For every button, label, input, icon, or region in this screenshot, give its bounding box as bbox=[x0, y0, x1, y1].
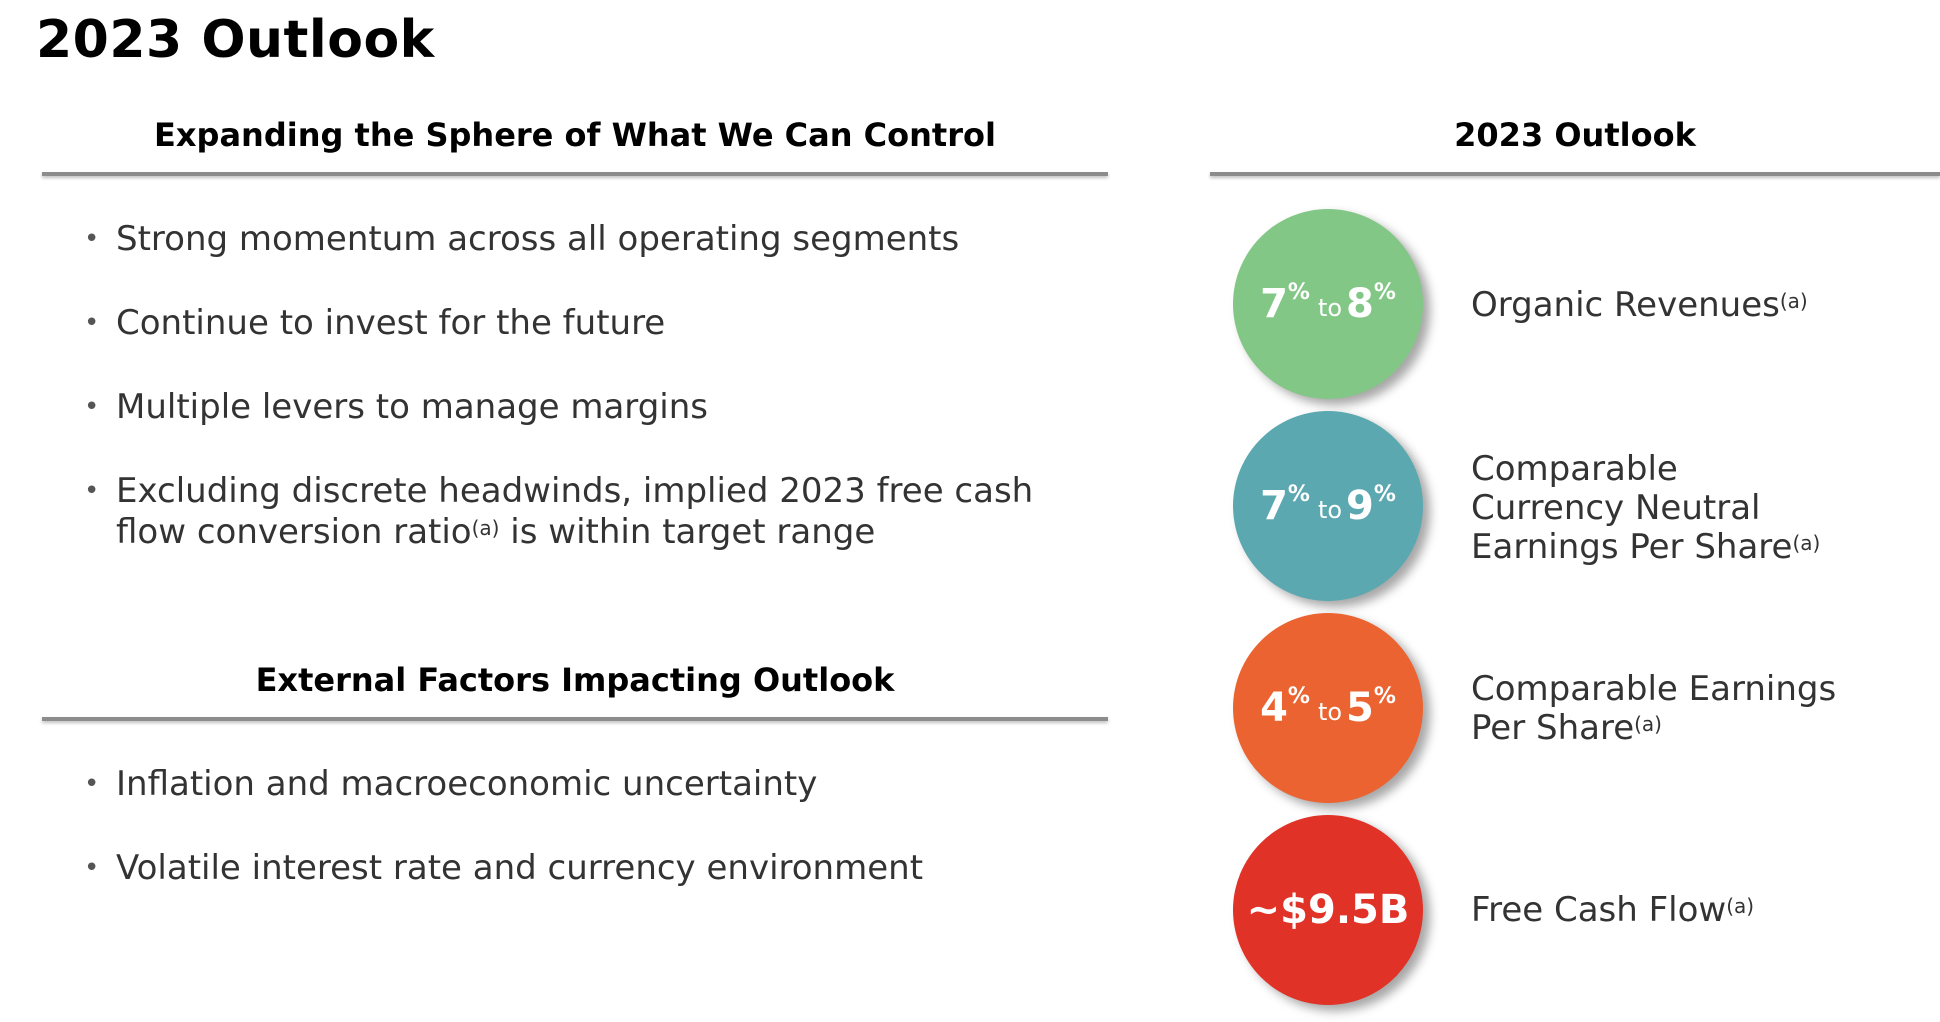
bullet-item: Excluding discrete headwinds, implied 20… bbox=[70, 471, 1076, 553]
section-heading-external: External Factors Impacting Outlook bbox=[255, 661, 895, 699]
percent-sign: % bbox=[1287, 279, 1310, 305]
percent-sign: % bbox=[1373, 481, 1396, 507]
range-low: 7 bbox=[1260, 281, 1288, 327]
control-bullet-list: Strong momentum across all operating seg… bbox=[70, 219, 1116, 553]
currency-neutral-eps-circle: 7% to 9% bbox=[1233, 411, 1423, 601]
metric-label-line: Comparable bbox=[1471, 449, 1678, 489]
footnote-marker: (a) bbox=[1726, 894, 1755, 918]
page-title: 2023 Outlook bbox=[36, 10, 435, 70]
section-heading-control: Expanding the Sphere of What We Can Cont… bbox=[154, 116, 996, 154]
metric-label-line: Per Share(a) bbox=[1471, 709, 1836, 748]
metric-label-text: Per Share bbox=[1471, 708, 1635, 748]
bullet-item: Inflation and macroeconomic uncertainty bbox=[70, 764, 1116, 805]
footnote-marker: (a) bbox=[471, 516, 500, 540]
footnote-marker: (a) bbox=[1779, 289, 1808, 313]
external-bullet-list: Inflation and macroeconomic uncertainty … bbox=[70, 764, 1116, 889]
footnote-marker: (a) bbox=[1792, 531, 1821, 555]
bullet-text: is within target range bbox=[499, 512, 876, 552]
range-to: to bbox=[1317, 294, 1343, 322]
divider-left-top bbox=[42, 172, 1108, 176]
metric-label-comparable-eps: Comparable Earnings Per Share(a) bbox=[1471, 670, 1836, 748]
metric-label-line: Earnings Per Share(a) bbox=[1471, 528, 1820, 567]
range-to: to bbox=[1317, 496, 1343, 524]
range-high: 8 bbox=[1346, 281, 1374, 327]
organic-revenue-circle: 7% to 8% bbox=[1233, 209, 1423, 399]
bullet-text: Strong momentum across all operating seg… bbox=[116, 219, 960, 259]
divider-left-bottom bbox=[42, 717, 1108, 721]
metric-label-free-cash-flow: Free Cash Flow(a) bbox=[1471, 891, 1754, 930]
percent-sign: % bbox=[1287, 481, 1310, 507]
section-heading-outlook: 2023 Outlook bbox=[1454, 116, 1696, 154]
percent-sign: % bbox=[1287, 683, 1310, 709]
bullet-text: Volatile interest rate and currency envi… bbox=[116, 848, 924, 888]
bullet-item: Continue to invest for the future bbox=[70, 303, 1116, 344]
range-low: 4 bbox=[1260, 685, 1288, 731]
bullet-text: Continue to invest for the future bbox=[116, 303, 666, 343]
free-cash-flow-circle: ~$9.5B bbox=[1233, 815, 1423, 1005]
metric-label-text: Free Cash Flow bbox=[1471, 890, 1727, 930]
bullet-item: Volatile interest rate and currency envi… bbox=[70, 848, 1116, 889]
divider-right bbox=[1210, 172, 1940, 176]
comparable-eps-circle: 4% to 5% bbox=[1233, 613, 1423, 803]
metric-label-line: Currency Neutral bbox=[1471, 488, 1761, 528]
metric-label-text: Organic Revenues bbox=[1471, 285, 1780, 325]
range-low: 7 bbox=[1260, 483, 1288, 529]
metric-label-line: Comparable Earnings bbox=[1471, 669, 1837, 709]
bullet-item: Multiple levers to manage margins bbox=[70, 387, 1116, 428]
bullet-item: Strong momentum across all operating seg… bbox=[70, 219, 1116, 260]
bullet-text: Inflation and macroeconomic uncertainty bbox=[116, 764, 818, 804]
range-to: to bbox=[1317, 698, 1343, 726]
bullet-text: Multiple levers to manage margins bbox=[116, 387, 708, 427]
percent-sign: % bbox=[1373, 683, 1396, 709]
range-high: 9 bbox=[1346, 483, 1374, 529]
metric-label-text: Earnings Per Share bbox=[1471, 527, 1793, 567]
metric-label-organic-revenues: Organic Revenues(a) bbox=[1471, 286, 1808, 325]
bullet-text: Excluding discrete headwinds, implied 20… bbox=[116, 471, 1034, 552]
metric-value: ~$9.5B bbox=[1246, 887, 1410, 933]
metric-label-currency-neutral-eps: Comparable Currency Neutral Earnings Per… bbox=[1471, 450, 1820, 567]
range-high: 5 bbox=[1346, 685, 1374, 731]
percent-sign: % bbox=[1373, 279, 1396, 305]
footnote-marker: (a) bbox=[1634, 712, 1662, 736]
